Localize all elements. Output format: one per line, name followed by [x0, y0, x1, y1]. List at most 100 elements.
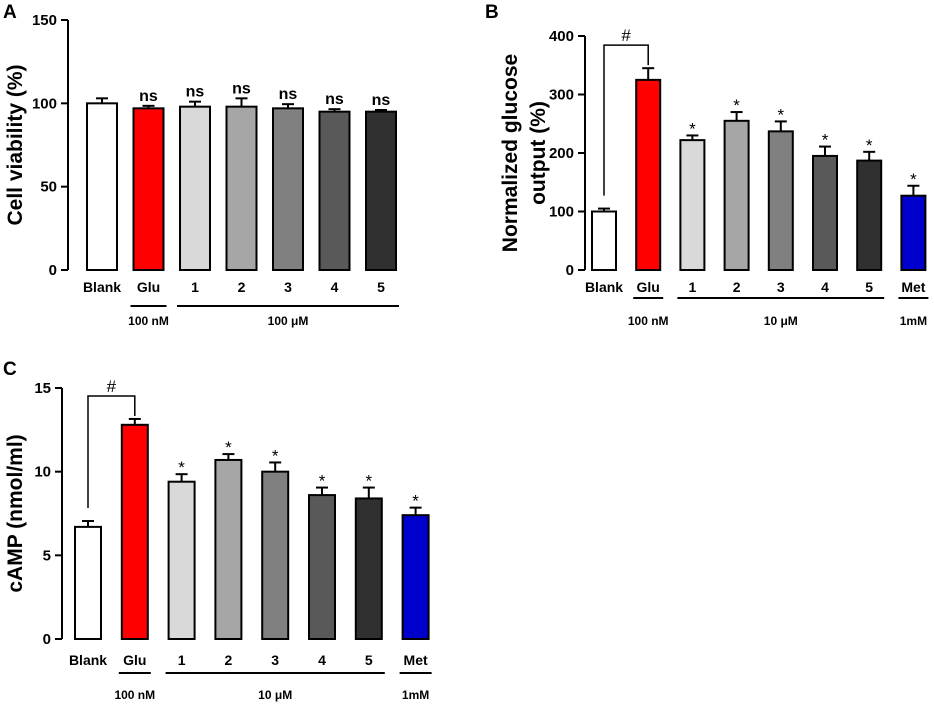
significance-label: * [689, 119, 696, 138]
y-tick-label: 100 [549, 204, 574, 221]
bar-2 [723, 119, 750, 271]
y-axis-title: cAMP (nmol/ml) [4, 434, 27, 592]
significance-label: * [365, 472, 372, 491]
category-label: 3 [777, 279, 785, 295]
category-label: 2 [225, 652, 233, 668]
y-axis-title: output (%) [527, 101, 550, 205]
chart-panel-b: B 0 100 200 300 400 Normalized glucose output (… [485, 2, 929, 328]
y-tick-label: 5 [43, 547, 51, 564]
category-label: Met [404, 652, 428, 668]
significance-label: ns [372, 92, 391, 109]
y-tick-label: 400 [549, 28, 574, 45]
bar-1 [179, 105, 211, 271]
significance-bracket [87, 395, 136, 509]
y-tick-label: 0 [49, 262, 57, 279]
bar-glu [635, 78, 662, 271]
group-label: 10 μM [764, 314, 798, 328]
bar-1 [679, 139, 706, 271]
category-label: 4 [821, 279, 829, 295]
bar-3 [767, 130, 794, 271]
category-label: Blank [585, 279, 623, 295]
category-label: 1 [689, 279, 697, 295]
significance-label: ns [232, 80, 251, 97]
y-tick-label: 0 [566, 262, 574, 279]
category-label: 1 [178, 652, 186, 668]
panel-letter: B [485, 2, 499, 23]
significance-bracket [603, 44, 649, 196]
bar-5 [856, 159, 883, 271]
category-label: 3 [284, 279, 292, 295]
bracket-label: # [107, 377, 117, 396]
panel-letter: C [3, 359, 17, 380]
category-label: 5 [377, 279, 385, 295]
category-label: Met [901, 279, 925, 295]
significance-label: * [910, 170, 917, 189]
significance-label: ns [279, 86, 298, 103]
category-label: 3 [271, 652, 279, 668]
significance-label: ns [325, 91, 344, 108]
significance-label: * [225, 438, 232, 457]
chart-panel-c: C 0 5 10 15 cAMP (nmol/ml) Blank Glu * 1 * 2 * 3 * 4 * 5 *… [3, 359, 432, 702]
category-label: Blank [69, 652, 107, 668]
bar-4 [318, 110, 351, 271]
bar-blank [74, 525, 102, 640]
y-tick-label: 150 [32, 12, 57, 29]
significance-label: * [866, 136, 873, 155]
bar-blank [591, 210, 617, 271]
category-label: Glu [123, 652, 146, 668]
bracket-label: # [621, 26, 631, 45]
y-tick-label: 200 [549, 145, 574, 162]
category-label: 2 [238, 279, 246, 295]
y-tick-label: 50 [40, 179, 57, 196]
group-label: 100 nM [128, 314, 169, 328]
category-label: 4 [318, 652, 326, 668]
category-label: Glu [637, 279, 660, 295]
bar-glu [132, 107, 165, 272]
y-tick-label: 100 [32, 95, 57, 112]
y-tick-label: 15 [34, 380, 51, 397]
category-label: 2 [733, 279, 741, 295]
category-label: 1 [191, 279, 199, 295]
bar-met [401, 514, 430, 641]
significance-label: ns [139, 88, 158, 105]
bar-2 [214, 458, 243, 640]
group-label: 100 nM [114, 688, 155, 702]
bar-2 [225, 105, 258, 271]
category-label: Blank [83, 279, 121, 295]
significance-label: * [412, 492, 419, 511]
significance-label: ns [186, 84, 205, 101]
bar-1 [167, 480, 196, 640]
significance-label: * [319, 472, 326, 491]
category-label: 4 [331, 279, 339, 295]
group-label: 100 μM [268, 314, 309, 328]
category-label: 5 [365, 652, 373, 668]
chart-panel-a: A 0 50 100 150 Cell viability (%) Blank ns Glu ns… [3, 2, 399, 328]
group-label: 100 nM [628, 314, 669, 328]
significance-label: * [733, 96, 740, 115]
y-axis-title: Normalized glucose [499, 54, 522, 252]
bar-blank [86, 102, 118, 272]
bar-4 [812, 154, 838, 271]
group-label: 1mM [900, 314, 927, 328]
significance-label: * [777, 105, 784, 124]
significance-label: * [822, 131, 829, 150]
y-tick-label: 300 [549, 87, 574, 104]
y-axis-title: Cell viability (%) [4, 64, 27, 225]
bar-glu [120, 423, 149, 640]
bar-3 [272, 107, 304, 272]
bar-3 [261, 470, 290, 640]
bar-5 [354, 497, 383, 640]
bar-4 [308, 494, 336, 640]
bar-5 [365, 110, 397, 271]
significance-label: * [178, 458, 185, 477]
group-label: 1mM [402, 688, 429, 702]
y-tick-label: 0 [43, 631, 51, 648]
bar-met [900, 194, 927, 271]
group-label: 10 μM [258, 688, 292, 702]
category-label: Glu [137, 279, 160, 295]
significance-label: * [272, 446, 279, 465]
panel-letter: A [3, 2, 17, 23]
category-label: 5 [865, 279, 873, 295]
y-tick-label: 10 [34, 464, 51, 481]
